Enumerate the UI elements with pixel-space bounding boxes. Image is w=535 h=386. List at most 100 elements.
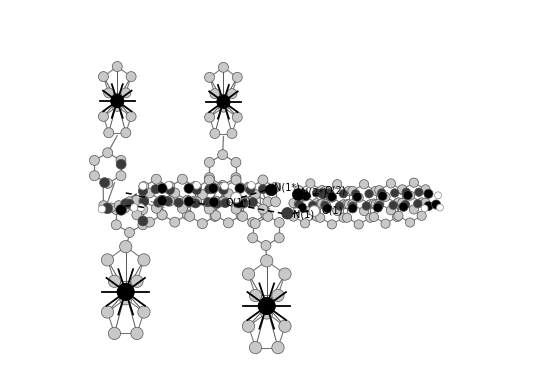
Circle shape	[151, 203, 162, 213]
Circle shape	[190, 181, 200, 191]
Circle shape	[360, 179, 369, 189]
Circle shape	[116, 156, 126, 166]
Circle shape	[366, 200, 375, 209]
Circle shape	[325, 189, 333, 197]
Circle shape	[210, 89, 220, 99]
Circle shape	[417, 198, 426, 207]
Circle shape	[217, 197, 227, 207]
Circle shape	[339, 213, 348, 222]
Circle shape	[89, 171, 100, 181]
Circle shape	[316, 200, 325, 209]
Circle shape	[210, 197, 220, 207]
Circle shape	[327, 220, 337, 229]
Circle shape	[204, 175, 214, 185]
Circle shape	[131, 275, 143, 288]
Circle shape	[393, 199, 402, 208]
Circle shape	[348, 200, 357, 209]
Circle shape	[258, 204, 268, 214]
Circle shape	[312, 189, 321, 197]
Circle shape	[217, 95, 230, 108]
Circle shape	[293, 208, 300, 215]
Circle shape	[163, 197, 172, 206]
Circle shape	[386, 179, 395, 188]
Circle shape	[381, 192, 390, 201]
Circle shape	[274, 218, 284, 227]
Circle shape	[272, 290, 284, 301]
Circle shape	[182, 195, 193, 205]
Circle shape	[333, 179, 342, 189]
Circle shape	[126, 72, 136, 81]
Circle shape	[323, 204, 332, 213]
Circle shape	[192, 185, 201, 195]
Circle shape	[116, 159, 126, 169]
Circle shape	[242, 268, 255, 280]
Circle shape	[263, 212, 273, 221]
Circle shape	[318, 189, 328, 199]
Circle shape	[157, 183, 167, 193]
Circle shape	[394, 211, 403, 220]
Circle shape	[231, 175, 241, 185]
Circle shape	[231, 157, 241, 167]
Circle shape	[272, 342, 284, 354]
Circle shape	[301, 191, 310, 201]
Circle shape	[293, 189, 304, 200]
Circle shape	[378, 189, 386, 197]
Circle shape	[101, 306, 113, 318]
Circle shape	[100, 178, 110, 188]
Circle shape	[306, 179, 315, 188]
Circle shape	[389, 201, 398, 210]
Circle shape	[121, 88, 131, 98]
Circle shape	[205, 185, 214, 194]
Circle shape	[108, 275, 120, 288]
Circle shape	[210, 129, 220, 139]
Circle shape	[246, 197, 255, 207]
Circle shape	[300, 190, 308, 198]
Circle shape	[263, 197, 273, 207]
Circle shape	[362, 202, 371, 210]
Circle shape	[414, 200, 422, 208]
Circle shape	[204, 173, 215, 183]
Circle shape	[112, 102, 123, 112]
Circle shape	[98, 112, 109, 122]
Circle shape	[98, 205, 106, 213]
Circle shape	[170, 188, 180, 198]
Circle shape	[139, 186, 148, 196]
Circle shape	[211, 211, 221, 220]
Circle shape	[348, 204, 357, 213]
Circle shape	[116, 205, 126, 215]
Circle shape	[108, 327, 120, 340]
Circle shape	[246, 185, 255, 195]
Circle shape	[164, 196, 174, 206]
Circle shape	[151, 185, 160, 194]
Circle shape	[126, 112, 136, 122]
Text: O(1): O(1)	[321, 206, 342, 216]
Circle shape	[239, 199, 248, 208]
Circle shape	[398, 186, 407, 195]
Circle shape	[248, 233, 258, 243]
Circle shape	[250, 219, 260, 229]
Circle shape	[258, 298, 275, 315]
Circle shape	[401, 200, 410, 209]
Circle shape	[224, 189, 233, 199]
Circle shape	[139, 182, 147, 190]
Circle shape	[140, 197, 149, 206]
Circle shape	[193, 181, 201, 189]
Circle shape	[394, 198, 403, 207]
Circle shape	[406, 218, 415, 227]
Circle shape	[132, 195, 142, 205]
Circle shape	[309, 201, 317, 210]
Circle shape	[164, 181, 174, 191]
Circle shape	[209, 197, 219, 207]
Circle shape	[232, 73, 242, 82]
Circle shape	[309, 206, 319, 217]
Circle shape	[398, 198, 407, 207]
Circle shape	[317, 199, 327, 208]
Circle shape	[321, 201, 329, 210]
Circle shape	[138, 216, 148, 226]
Circle shape	[424, 189, 433, 198]
Circle shape	[104, 88, 114, 98]
Circle shape	[265, 184, 277, 196]
Circle shape	[354, 220, 363, 229]
Circle shape	[244, 197, 254, 207]
Circle shape	[369, 199, 379, 208]
